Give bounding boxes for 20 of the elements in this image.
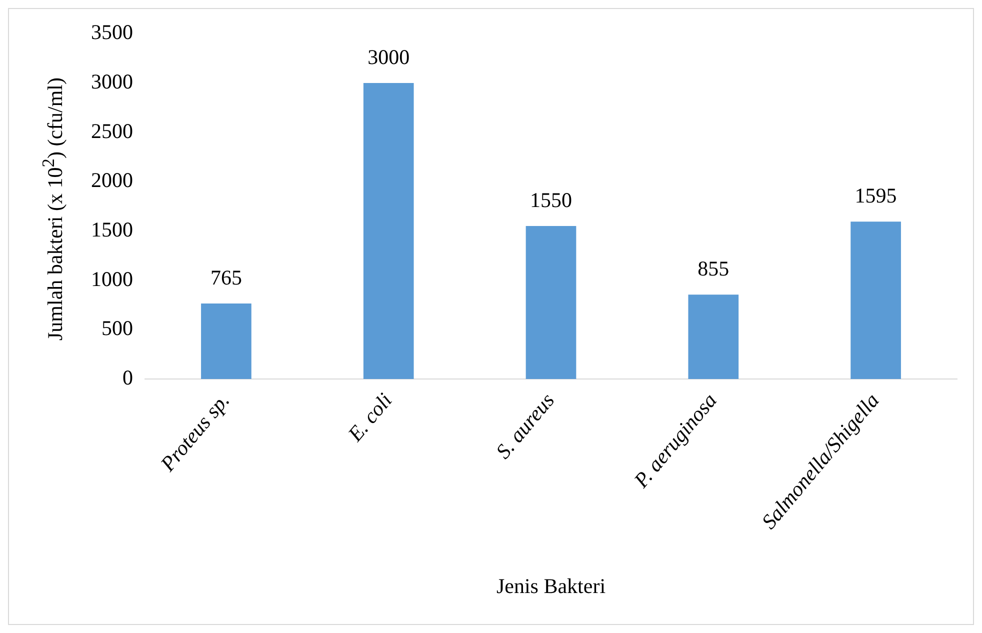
- bar: [363, 82, 414, 380]
- bar: [850, 222, 901, 380]
- y-tick-label: 0: [122, 366, 133, 390]
- data-label: 855: [698, 256, 730, 281]
- y-tick-label: 2000: [91, 168, 133, 192]
- y-tick-label: 2500: [91, 118, 133, 143]
- y-tick-label: 1500: [91, 218, 133, 242]
- y-tick-label: 3000: [91, 69, 133, 94]
- x-tick-label: E. coli: [342, 388, 397, 447]
- bar: [526, 226, 576, 380]
- x-axis-title: Jenis Bakteri: [496, 574, 606, 598]
- bar: [201, 304, 252, 380]
- data-label: 1550: [530, 188, 572, 212]
- data-label: 765: [210, 266, 242, 290]
- y-tick-label: 1000: [91, 266, 133, 291]
- data-label: 3000: [368, 44, 410, 69]
- y-tick-label: 3500: [91, 20, 133, 44]
- bar: [688, 294, 739, 380]
- data-label: 1595: [854, 184, 897, 208]
- y-tick-label: 500: [102, 316, 133, 340]
